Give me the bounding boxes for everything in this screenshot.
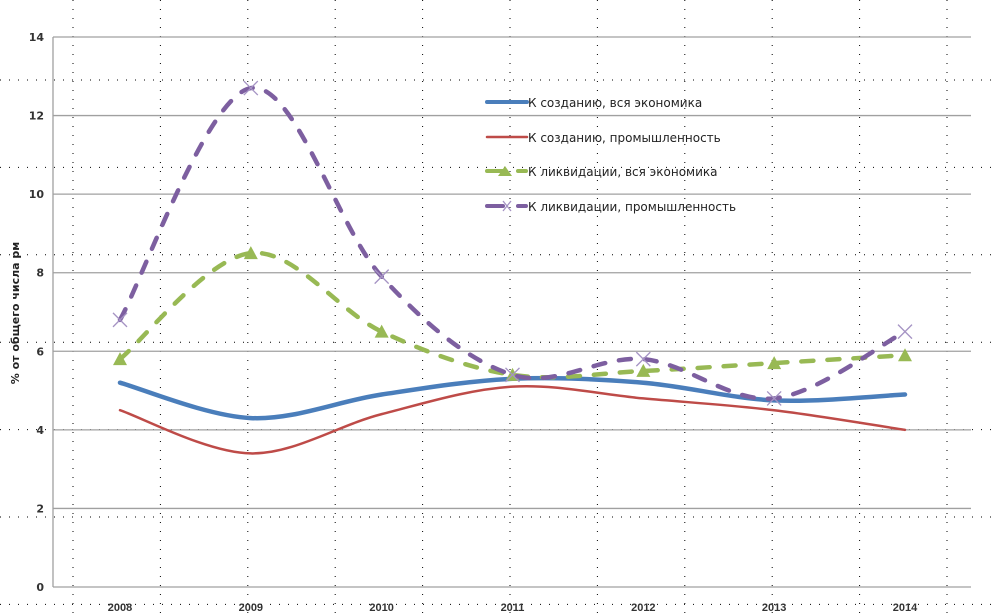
series-2 (113, 246, 912, 381)
y-tick-label: 6 (36, 345, 44, 358)
legend-item-0: К созданию, вся экономика (485, 96, 702, 110)
x-marker (505, 367, 520, 383)
x-marker (635, 351, 651, 367)
axes (52, 37, 971, 588)
x-tick-label: 2011 (501, 602, 525, 614)
triangle-marker (767, 356, 782, 370)
legend-label-1: К созданию, промышленность (528, 131, 721, 145)
triangle-marker (374, 324, 389, 338)
x-marker (243, 80, 259, 96)
triangle-marker (636, 363, 651, 377)
legend-item-1: К созданию, промышленность (485, 131, 721, 145)
y-axis-label: % от общего числа рм (9, 242, 22, 385)
x-marker (112, 312, 128, 328)
horizontal-gridlines (53, 36, 971, 510)
y-tick-label: 12 (29, 110, 44, 123)
x-marker (374, 269, 390, 285)
y-tick-label: 14 (29, 31, 45, 44)
y-tick-label: 0 (36, 581, 44, 594)
x-tick-label: 2010 (369, 602, 393, 614)
series-3 (112, 80, 913, 406)
legend-x-marker-icon (502, 200, 512, 212)
legend-triangle-marker-icon (498, 166, 512, 176)
legend: К созданию, вся экономика К созданию, пр… (485, 96, 736, 214)
triangle-marker (898, 348, 912, 362)
x-tick-label: 2014 (893, 602, 918, 614)
series-line (118, 384, 907, 455)
series-1 (118, 384, 907, 455)
x-tick-labels: 2008 2009 2010 2011 2012 2013 2014 (108, 602, 918, 614)
x-tick-label: 2008 (108, 602, 132, 614)
legend-item-2: К ликвидации, вся экономика (485, 165, 718, 179)
legend-label-2: К ликвидации, вся экономика (528, 165, 718, 179)
series-line (117, 85, 908, 401)
x-tick-label: 2009 (239, 602, 263, 614)
y-tick-label: 10 (29, 188, 45, 201)
legend-label-0: К созданию, вся экономика (528, 96, 702, 110)
y-tick-label: 8 (36, 267, 44, 280)
triangle-marker (113, 352, 127, 366)
x-tick-label: 2012 (631, 602, 655, 614)
y-tick-label: 4 (36, 424, 44, 437)
series-line (117, 250, 908, 380)
x-marker (766, 390, 782, 406)
y-tick-label: 2 (36, 502, 44, 515)
series-lines (112, 80, 913, 455)
triangle-marker (243, 246, 258, 260)
legend-label-3: К ликвидации, промышленность (528, 200, 736, 214)
x-tick-label: 2013 (762, 602, 786, 614)
legend-item-3: К ликвидации, промышленность (485, 200, 736, 214)
x-marker (897, 324, 913, 340)
y-tick-labels: 0 2 4 6 8 10 12 14 (29, 31, 45, 594)
